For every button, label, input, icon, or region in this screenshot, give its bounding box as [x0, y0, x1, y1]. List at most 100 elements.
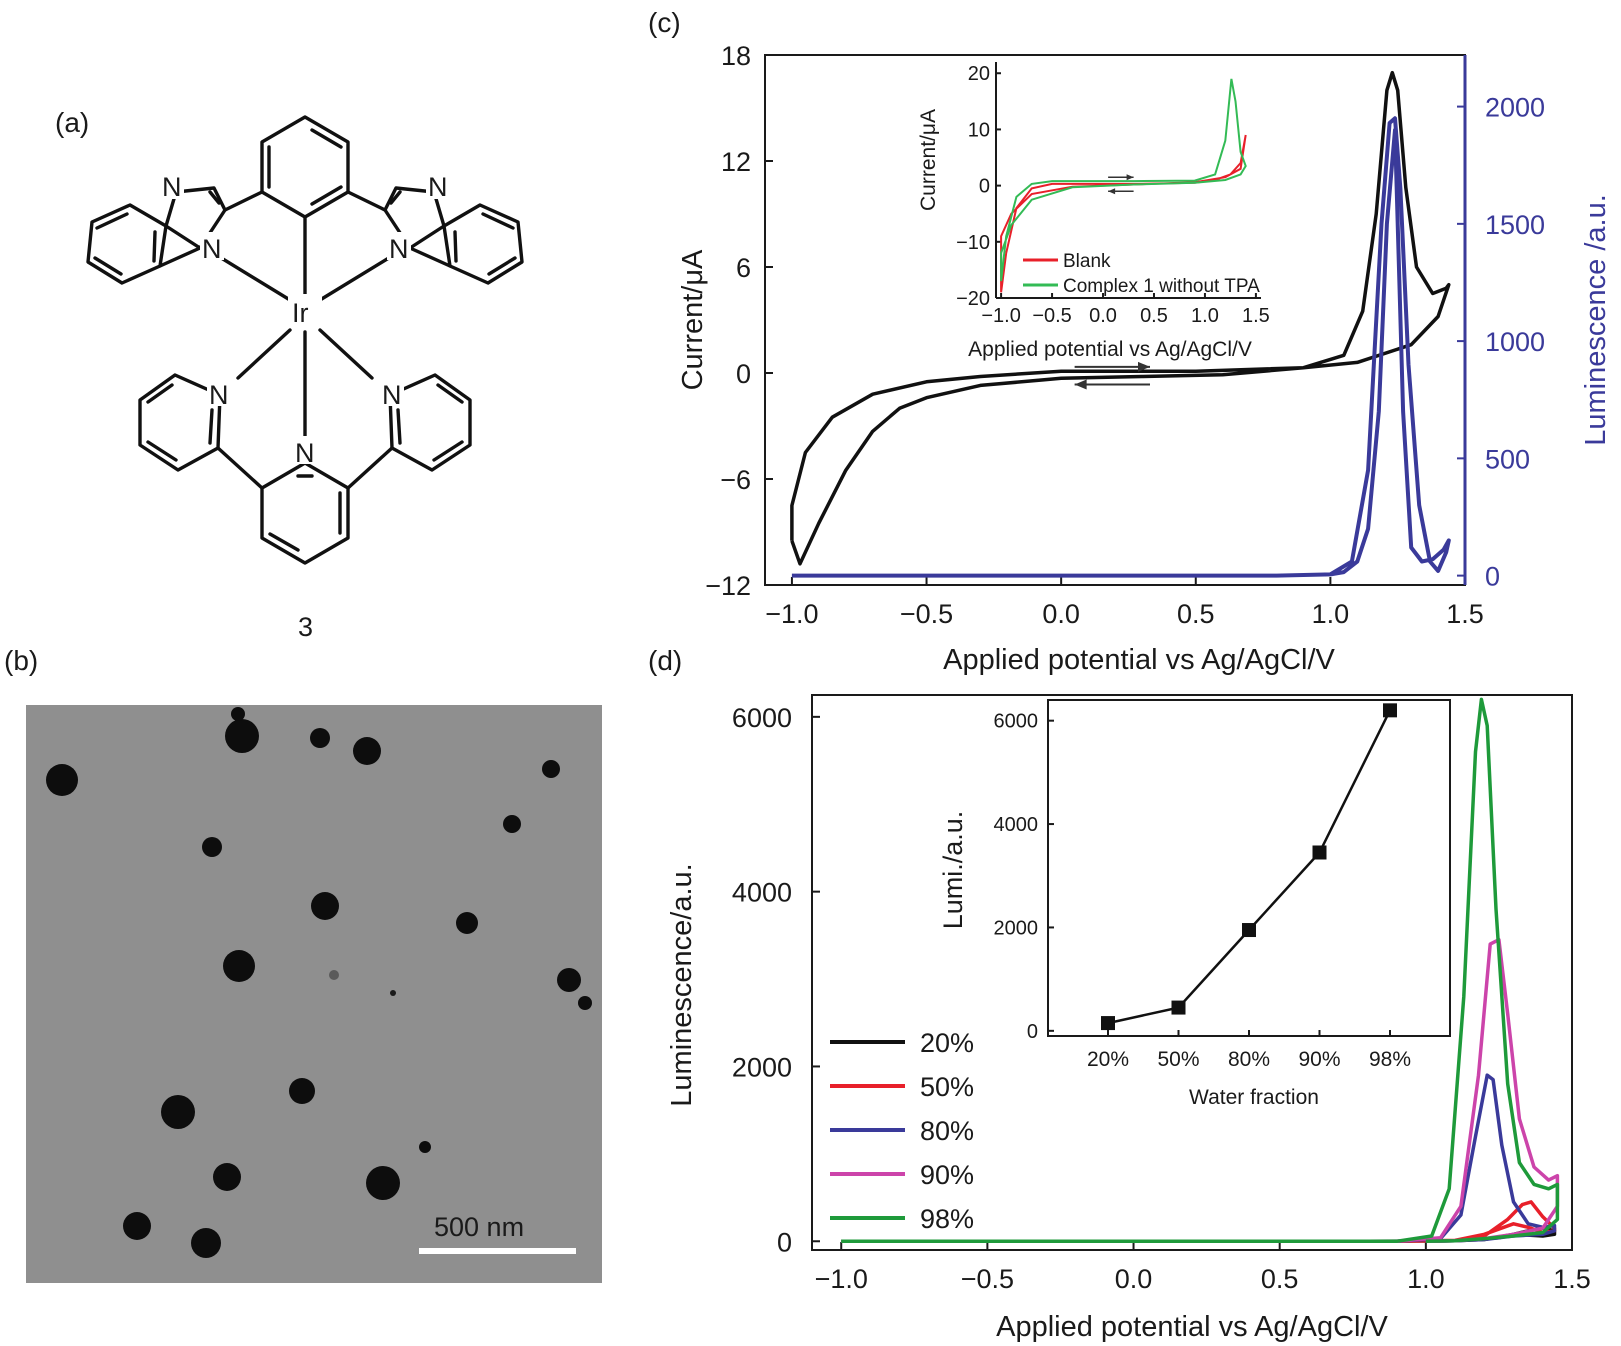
panel-c-chart: (c) −1.0 −0.5 0.0 0.5 1.0 1.5 −12 −6 0 6 12 18 0 50… — [648, 7, 1612, 676]
x-tick-label: 1.0 — [1312, 599, 1350, 629]
legend-label: 50% — [920, 1072, 974, 1102]
inset-y-tick-label: 20 — [968, 63, 990, 85]
inset-axes: −1.0 −0.5 0.0 0.5 1.0 1.5 −20 −10 0 10 20 — [956, 62, 1270, 327]
inset-marker — [1312, 845, 1327, 860]
legend-label: Blank — [1063, 251, 1111, 272]
series-layer — [841, 697, 1560, 1244]
y-tick-label: −12 — [705, 571, 751, 601]
inset-x-tick-label: 0.0 — [1089, 305, 1117, 327]
panel-c-label: (c) — [648, 7, 681, 38]
y-axis: −12 −6 0 6 12 18 — [705, 41, 773, 601]
series-line-black — [790, 70, 1451, 566]
x-tick-label: 0.0 — [1042, 599, 1080, 629]
y2-tick-label: 1500 — [1485, 210, 1545, 240]
legend-label: Complex 1 without TPA — [1063, 276, 1260, 297]
inset-y-axis-title: Lumi./a.u. — [938, 811, 968, 930]
inset-frame — [1047, 699, 1451, 1037]
inset-y-tick-label: 4000 — [994, 814, 1039, 836]
x-tick-label: 0.5 — [1177, 599, 1215, 629]
inset-line — [1107, 709, 1392, 1025]
panel-a-structure: (a) — [55, 107, 524, 642]
legend-label: 90% — [920, 1160, 974, 1190]
inset-chart: 20% 50% 80% 90% 98% 0 2000 4000 6000 Water fract… — [938, 699, 1451, 1109]
inset-y-tick-label: 0 — [1027, 1021, 1038, 1043]
inset-marker — [1242, 923, 1256, 938]
y-axis-title: Current/μA — [677, 249, 709, 390]
atom-n: N — [382, 380, 402, 410]
legend-label: 98% — [920, 1204, 974, 1234]
compound-number: 3 — [298, 612, 313, 642]
legend-label: 20% — [920, 1028, 974, 1058]
inset-marker — [1383, 703, 1397, 718]
inset-axes: 20% 50% 80% 90% 98% 0 2000 4000 6000 — [994, 711, 1412, 1071]
y2-axis: 0 500 1000 1500 2000 — [1457, 55, 1545, 592]
legend: 20% 50% 80% 90% 98% — [830, 1028, 974, 1234]
inset-x-tick-label: 98% — [1369, 1048, 1411, 1071]
tem-micrograph: 500 nm — [26, 705, 602, 1283]
inset-marker — [1171, 1000, 1186, 1015]
y2-tick-label: 500 — [1485, 444, 1530, 474]
plot-frame — [811, 694, 1573, 1251]
scale-bar-label: 500 nm — [434, 1212, 524, 1242]
inset-x-tick-label: 1.5 — [1242, 305, 1270, 327]
panel-b-label: (b) — [4, 645, 38, 676]
panel-a-label: (a) — [55, 107, 89, 138]
inset-x-tick-label: 80% — [1228, 1048, 1270, 1071]
atom-ir: Ir — [292, 298, 309, 328]
inset-y-axis-title: Current/μA — [917, 109, 940, 211]
x-tick-label: 1.0 — [1407, 1264, 1445, 1294]
atom-n: N — [428, 172, 448, 202]
y2-tick-label: 1000 — [1485, 327, 1545, 357]
y-tick-label: 0 — [736, 359, 751, 389]
series-layer — [790, 70, 1451, 578]
x-tick-label: −0.5 — [900, 599, 953, 629]
atom-n: N — [162, 172, 182, 202]
inset-y-tick-label: 0 — [979, 176, 990, 198]
inset-y-tick-label: 6000 — [994, 711, 1039, 733]
inset-arrow-head — [1126, 174, 1134, 181]
panel-d-label: (d) — [648, 645, 682, 676]
inset-series-line — [1000, 78, 1247, 282]
scale-bar — [419, 1248, 576, 1254]
inset-x-tick-label: 0.5 — [1140, 305, 1168, 327]
inset-x-axis-title: Applied potential vs Ag/AgCl/V — [968, 338, 1252, 361]
series-line-98% — [841, 697, 1560, 1244]
inset-legend: Blank Complex 1 without TPA — [1023, 251, 1260, 297]
inset-x-tick-label: 50% — [1157, 1048, 1199, 1071]
y2-axis-title: Luminescence /a.u. — [1580, 194, 1612, 445]
y-tick-label: 4000 — [732, 878, 792, 908]
atom-n: N — [202, 234, 222, 264]
x-tick-label: −1.0 — [765, 599, 818, 629]
panel-d-chart: (d) −1.0 −0.5 0.0 0.5 1.0 1.5 0 2000 4000 6000 A… — [648, 645, 1591, 1343]
inset-arrow-head — [1108, 188, 1116, 195]
inset-x-tick-label: 90% — [1298, 1048, 1340, 1071]
x-tick-label: −1.0 — [815, 1264, 868, 1294]
inset-x-axis-title: Water fraction — [1189, 1086, 1319, 1109]
x-axis: −1.0 −0.5 0.0 0.5 1.0 1.5 — [765, 577, 1484, 629]
inset-y-tick-label: −20 — [956, 288, 990, 310]
y-tick-label: 18 — [721, 41, 751, 71]
inset-x-tick-label: 20% — [1087, 1048, 1129, 1071]
y2-tick-label: 0 — [1485, 562, 1500, 592]
x-tick-label: 0.0 — [1115, 1264, 1153, 1294]
y-tick-label: 12 — [721, 147, 751, 177]
arrow-head — [1074, 379, 1087, 390]
arrow-head — [1138, 361, 1150, 372]
inset-y-tick-label: −10 — [956, 232, 990, 254]
y-tick-label: −6 — [720, 465, 751, 495]
inset-marker — [1101, 1016, 1115, 1031]
inset-y-tick-label: 10 — [968, 119, 990, 141]
inset-x-tick-label: −1.0 — [981, 305, 1020, 327]
inset-series-line — [1000, 134, 1247, 293]
inset-series-layer — [1000, 78, 1247, 293]
atom-n: N — [389, 234, 409, 264]
x-axis-title: Applied potential vs Ag/AgCl/V — [943, 644, 1335, 676]
iridium-complex-structure: N N N N Ir N N N — [86, 115, 524, 565]
y-axis-title: Luminescence/a.u. — [666, 863, 698, 1106]
y2-tick-label: 2000 — [1485, 93, 1545, 123]
y-tick-label: 2000 — [732, 1052, 792, 1082]
inset-arrows — [1108, 174, 1134, 195]
legend-label: 80% — [920, 1116, 974, 1146]
x-tick-label: 1.5 — [1446, 599, 1484, 629]
